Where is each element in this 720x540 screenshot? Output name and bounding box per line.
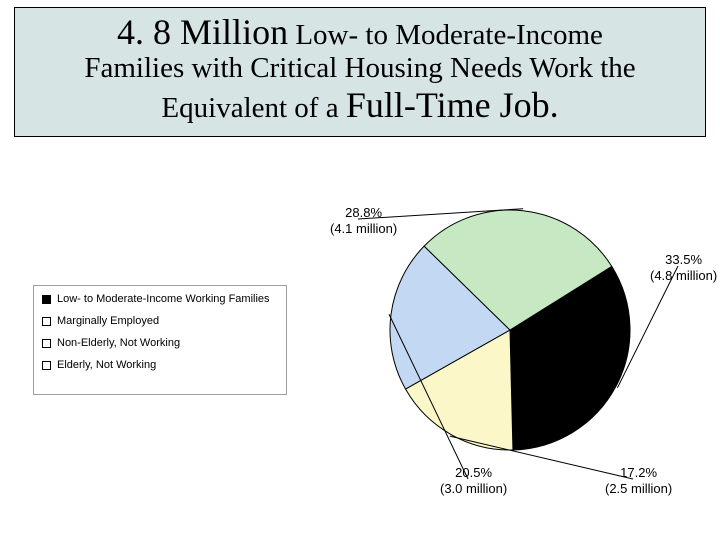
pie-chart: 33.5%(4.8 million) 17.2%(2.5 million) 20.5… (300, 165, 720, 525)
slice-label: 20.5%(3.0 million) (440, 465, 507, 496)
title-line1-part2: Low- to Moderate-Income (288, 19, 603, 51)
legend-item: Non-Elderly, Not Working (42, 338, 278, 349)
slice-label: 28.8%(4.1 million) (330, 205, 397, 236)
title-box: 4. 8 Million Low- to Moderate-Income Fam… (14, 7, 706, 137)
slice-label: 17.2%(2.5 million) (605, 465, 672, 496)
legend-swatch (42, 361, 51, 370)
title-line-2: Families with Critical Housing Needs Wor… (21, 52, 699, 84)
slice-label: 33.5%(4.8 million) (650, 252, 717, 283)
legend-item: Elderly, Not Working (42, 360, 278, 371)
legend-label: Non-Elderly, Not Working (57, 338, 180, 349)
legend-swatch (42, 295, 51, 304)
title-line-3: Equivalent of a Full-Time Job. (21, 85, 699, 125)
legend: Low- to Moderate-Income Working Families… (33, 285, 287, 395)
legend-item: Low- to Moderate-Income Working Families (42, 294, 278, 305)
title-line3-part2: Full-Time Job. (346, 85, 559, 125)
legend-item: Marginally Employed (42, 316, 278, 327)
title-line3-part1: Equivalent of a (161, 92, 345, 124)
legend-label: Marginally Employed (57, 316, 159, 327)
legend-label: Elderly, Not Working (57, 360, 156, 371)
title-line1-part1: 4. 8 Million (117, 12, 288, 52)
legend-label: Low- to Moderate-Income Working Families (57, 294, 270, 305)
legend-swatch (42, 339, 51, 348)
title-line-1: 4. 8 Million Low- to Moderate-Income (21, 12, 699, 52)
legend-swatch (42, 317, 51, 326)
